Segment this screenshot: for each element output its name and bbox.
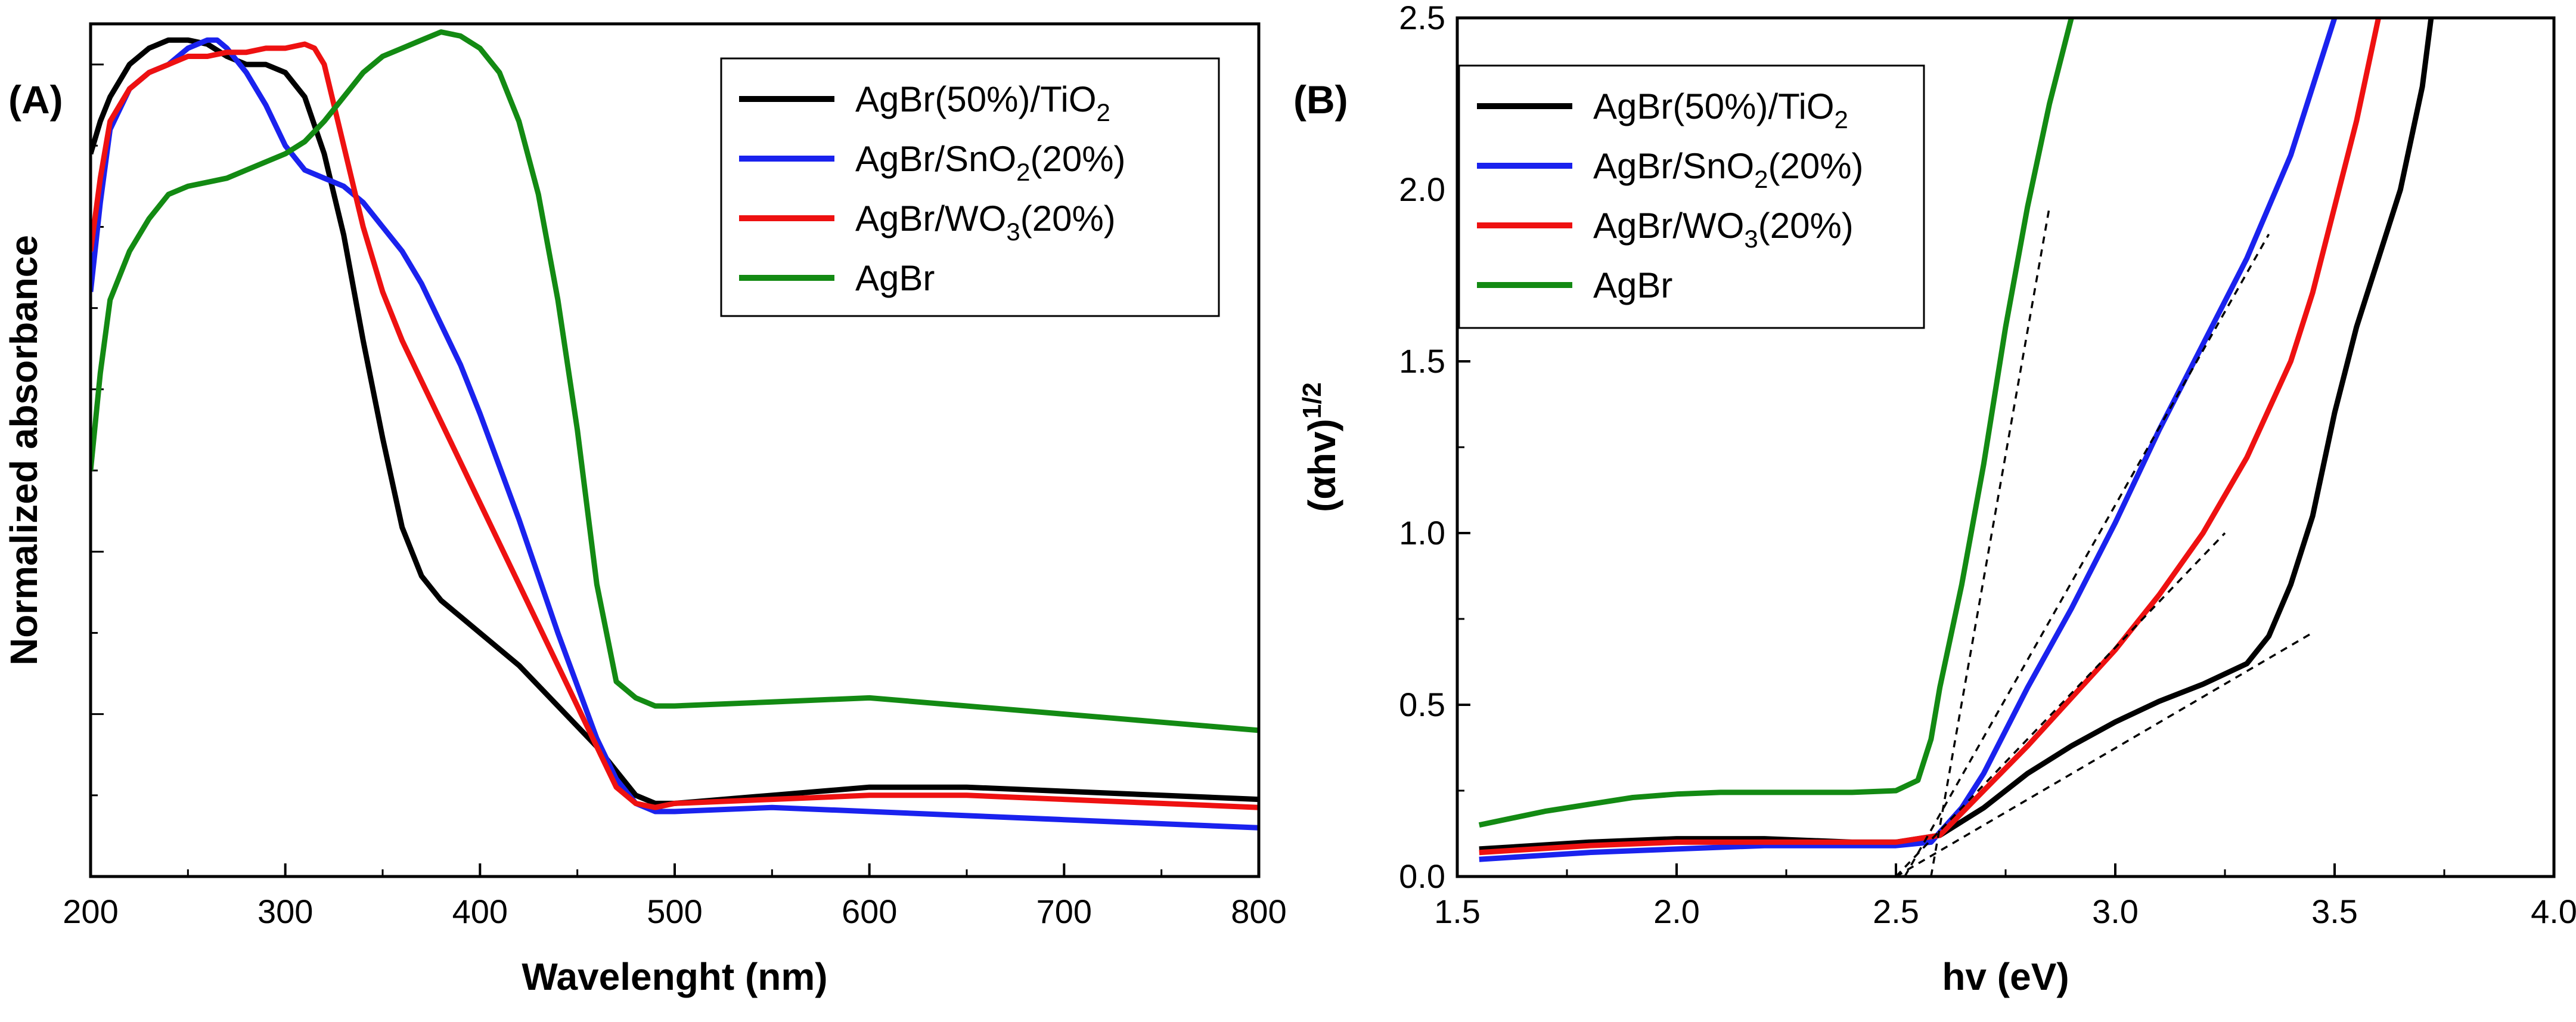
- panel-a: (A) 200 300 400 500 600 700 800 Wavelenght (nm) N…: [2, 22, 1287, 998]
- series-line-agbr: [1478, 18, 2074, 828]
- x-tick-label: 1.5: [1434, 893, 1481, 930]
- x-tick-label: 300: [257, 893, 313, 930]
- x-tick-label: 200: [63, 893, 118, 930]
- legend-label-agbr-wo3-20: AgBr/WO3(20%): [855, 199, 1116, 246]
- legend-label-agbr: AgBr: [855, 258, 935, 298]
- x-tick-label: 500: [647, 893, 702, 930]
- legend-label-agbr: AgBr: [1593, 265, 1672, 305]
- series-line-agbr-sno2-20: [91, 37, 1259, 831]
- series-line-agbr-wo3-20: [1479, 18, 2382, 856]
- x-tick-label: 2.0: [1653, 893, 1700, 930]
- x-tick-label: 4.0: [2531, 893, 2576, 930]
- plot-frame: [1455, 16, 2556, 878]
- panel-label: (A): [8, 78, 63, 122]
- legend: AgBr(50%)/TiO2 AgBr/SnO2(20%) AgBr/WO3(20%…: [1458, 64, 1925, 329]
- tangent-line-agbr-50-tio2: [1895, 631, 2314, 877]
- panel-b: (B) 1.5 2.0 2.5 3.0 3.5 4.0 0.0 0.5 1.0 1.5 2.0 2.5 h…: [1293, 0, 2576, 998]
- x-tick-label: 800: [1231, 893, 1286, 930]
- tangent-line-agbr-sno2-20: [1904, 234, 2270, 877]
- x-tick-label: 3.5: [2311, 893, 2358, 930]
- y-tick-label: 2.5: [1399, 0, 1445, 36]
- legend-label-agbr-50-tio2: AgBr(50%)/TiO2: [1593, 86, 1848, 134]
- legend-label-agbr-sno2-20: AgBr/SnO2(20%): [1593, 146, 1864, 193]
- x-tick-label: 600: [842, 893, 897, 930]
- y-tick-label: 0.0: [1399, 857, 1445, 895]
- series-line-agbr: [91, 29, 1259, 733]
- tangent-line-agbr-wo3-20: [1895, 532, 2226, 877]
- y-tick-label: 0.5: [1399, 686, 1445, 723]
- x-tick-label: 400: [452, 893, 508, 930]
- legend-label-agbr-sno2-20: AgBr/SnO2(20%): [855, 139, 1126, 186]
- x-axis-title: Wavelenght (nm): [522, 955, 827, 998]
- series-line-agbr-sno2-20: [1479, 18, 2338, 862]
- plot-area: [1478, 18, 2434, 877]
- x-tick-label: 2.5: [1873, 893, 1919, 930]
- plot-frame: [89, 22, 1261, 878]
- y-tick-label: 1.5: [1399, 342, 1445, 380]
- legend-label-agbr-50-tio2: AgBr(50%)/TiO2: [855, 79, 1110, 126]
- y-tick-label: 1.0: [1399, 514, 1445, 552]
- legend-label-agbr-wo3-20: AgBr/WO3(20%): [1593, 206, 1854, 253]
- x-axis-title: hv (eV): [1942, 955, 2069, 998]
- legend: AgBr(50%)/TiO2 AgBr/SnO2(20%) AgBr/WO3(20%…: [720, 57, 1220, 317]
- plot-area: [91, 29, 1259, 831]
- x-tick-label: 3.0: [2092, 893, 2139, 930]
- y-tick-label: 2.0: [1399, 171, 1445, 208]
- series-line-agbr-wo3-20: [91, 41, 1259, 810]
- y-axis-title: (αhv)1/2: [1298, 382, 1343, 512]
- y-axis-title: Normalized absorbance: [2, 235, 45, 665]
- panel-label: (B): [1293, 78, 1348, 122]
- tangent-line-agbr: [1930, 206, 2051, 877]
- x-tick-label: 700: [1036, 893, 1092, 930]
